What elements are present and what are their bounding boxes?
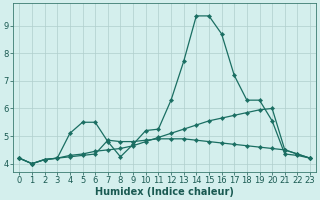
X-axis label: Humidex (Indice chaleur): Humidex (Indice chaleur) xyxy=(95,187,234,197)
